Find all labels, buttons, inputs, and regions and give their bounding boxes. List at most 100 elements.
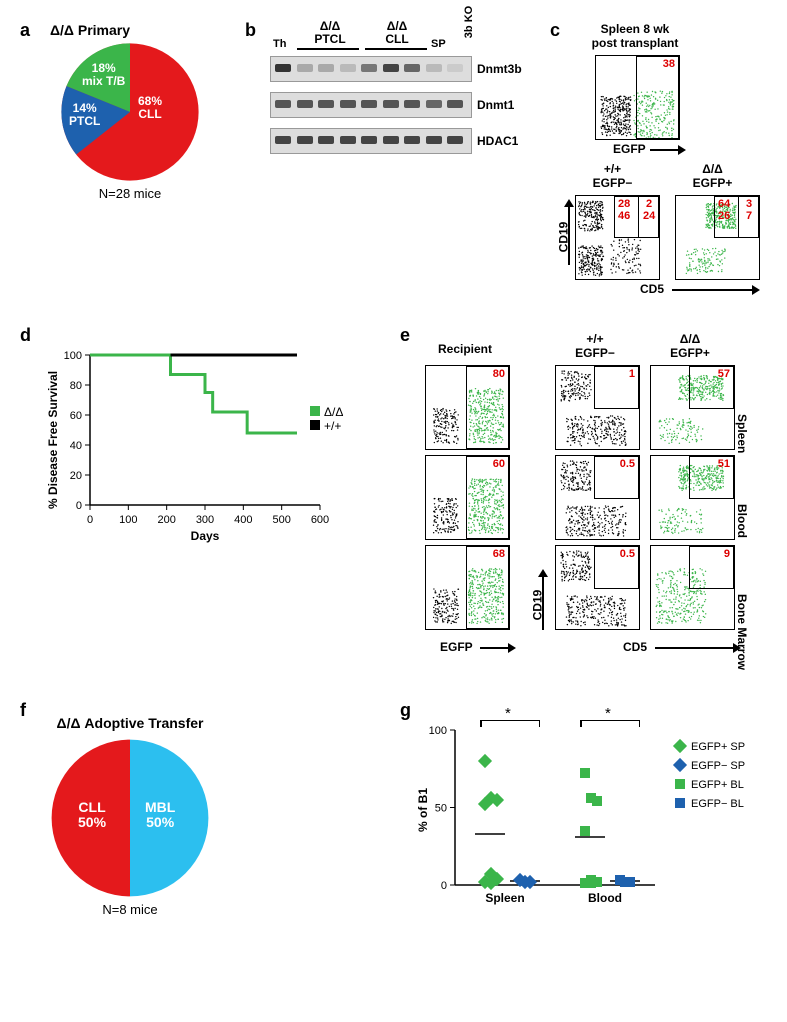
band	[297, 136, 313, 144]
gate-value: 57	[718, 368, 730, 380]
svg-text:% of B1: % of B1	[416, 788, 430, 832]
arrow-cd5-e	[655, 647, 735, 649]
facs-e-2-2: 9	[650, 545, 735, 630]
legend-wt-box	[310, 420, 320, 430]
svg-text:0: 0	[441, 880, 447, 892]
svg-text:200: 200	[157, 514, 175, 526]
slice-mbl-f: MBL 50%	[145, 800, 175, 831]
band	[318, 64, 334, 72]
svg-text:50: 50	[435, 803, 447, 815]
svg-text:400: 400	[234, 514, 252, 526]
data-point	[580, 768, 590, 778]
lane-sp: SP	[431, 38, 446, 50]
svg-text:300: 300	[196, 514, 214, 526]
leg-square-green	[675, 779, 685, 789]
slice-cll: 68% CLL	[138, 95, 162, 121]
svg-text:80: 80	[70, 380, 82, 392]
facs-e-1-0: 60	[425, 455, 510, 540]
band	[297, 64, 313, 72]
arrow-egfp-e	[480, 647, 510, 649]
pie-f	[50, 738, 210, 898]
svg-text:500: 500	[272, 514, 290, 526]
band	[404, 64, 420, 72]
legend-d: Δ/Δ +/+	[310, 405, 343, 433]
svg-text:100: 100	[119, 514, 137, 526]
e-row-label: Bone Marrow	[735, 594, 749, 670]
facs-c-ctrl: 28 2 46 24	[575, 195, 660, 280]
band	[361, 100, 377, 108]
svg-text:60: 60	[70, 410, 82, 422]
data-point	[592, 796, 602, 806]
band	[426, 136, 442, 144]
lane-3bko: 3b KO	[463, 2, 475, 42]
label-dnmt1: Dnmt1	[477, 98, 514, 112]
group-cll: Δ/Δ CLL	[367, 20, 427, 46]
band	[318, 136, 334, 144]
gate-value: 80	[493, 368, 505, 380]
e-row-label: Blood	[735, 504, 749, 538]
caption-a: N=28 mice	[60, 186, 200, 201]
band	[361, 64, 377, 72]
svg-text:Days: Days	[191, 529, 220, 543]
slice-cll-f: CLL 50%	[78, 800, 106, 831]
y-cd19-c: CD19	[556, 222, 570, 253]
facs-e-0-2: 57	[650, 365, 735, 450]
svg-text:0: 0	[87, 514, 93, 526]
data-point	[625, 877, 635, 887]
facs-e-0-0: 80	[425, 365, 510, 450]
band	[275, 136, 291, 144]
svg-text:Blood: Blood	[588, 891, 622, 905]
title-c: Spleen 8 wk post transplant	[575, 22, 695, 50]
band	[383, 100, 399, 108]
svg-text:600: 600	[311, 514, 329, 526]
title-a: Δ/Δ Primary	[20, 22, 160, 38]
band	[447, 136, 463, 144]
num-c-top: 38	[663, 58, 675, 70]
g-points	[455, 730, 655, 885]
data-point	[478, 754, 492, 768]
label-dnmt3b: Dnmt3b	[477, 62, 522, 76]
x-cd5-e: CD5	[623, 640, 647, 654]
band	[275, 64, 291, 72]
x-cd5-c: CD5	[640, 282, 664, 296]
gate-value: 0.5	[620, 548, 635, 560]
legend-dd-box	[310, 406, 320, 416]
gate-value: 9	[724, 548, 730, 560]
svg-text:20: 20	[70, 470, 82, 482]
label-f: f	[20, 700, 26, 721]
c-ctrl-title: +/+ EGFP−	[565, 162, 660, 190]
gate-value: 51	[718, 458, 730, 470]
facs-c-dd: 64 3 26 7	[675, 195, 760, 280]
x-egfp-c: EGFP	[613, 142, 646, 156]
label-hdac1: HDAC1	[477, 134, 518, 148]
slice-mix: 18% mix T/B	[82, 62, 125, 88]
leg-square-blue	[675, 798, 685, 808]
caption-f: N=8 mice	[45, 902, 215, 917]
arrow-egfp-c	[650, 149, 680, 151]
legend-g: EGFP+ SP EGFP− SP EGFP+ BL EGFP− BL	[675, 740, 745, 810]
facs-c-top: 38	[595, 55, 680, 140]
e-col1: +/+ EGFP−	[550, 332, 640, 360]
svg-text:Spleen: Spleen	[485, 891, 524, 905]
survival-chart: 020406080100 0100200300400500600 % Disea…	[45, 345, 345, 545]
western-blot: Δ/Δ PTCL Δ/Δ CLL Th SP 3b KO Dnmt3b Dnmt…	[265, 20, 525, 200]
title-f: Δ/Δ Adoptive Transfer	[45, 715, 215, 731]
band	[447, 64, 463, 72]
y-cd19-e: CD19	[530, 590, 544, 621]
facs-e-1-1: 0.5	[555, 455, 640, 540]
label-b: b	[245, 20, 256, 41]
gate-value: 60	[493, 458, 505, 470]
facs-e-2-1: 0.5	[555, 545, 640, 630]
e-col0: Recipient	[420, 342, 510, 356]
leg-diamond-green	[673, 739, 687, 753]
band	[404, 136, 420, 144]
band	[318, 100, 334, 108]
band	[383, 136, 399, 144]
label-c: c	[550, 20, 560, 41]
data-point	[580, 826, 590, 836]
label-e: e	[400, 325, 410, 346]
band	[361, 136, 377, 144]
band	[383, 64, 399, 72]
lane-th: Th	[273, 38, 286, 50]
band	[426, 64, 442, 72]
